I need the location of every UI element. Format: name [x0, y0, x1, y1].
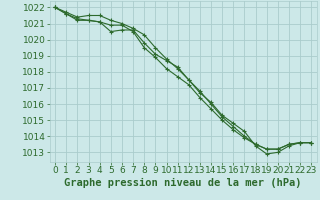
X-axis label: Graphe pression niveau de la mer (hPa): Graphe pression niveau de la mer (hPa)	[64, 178, 302, 188]
